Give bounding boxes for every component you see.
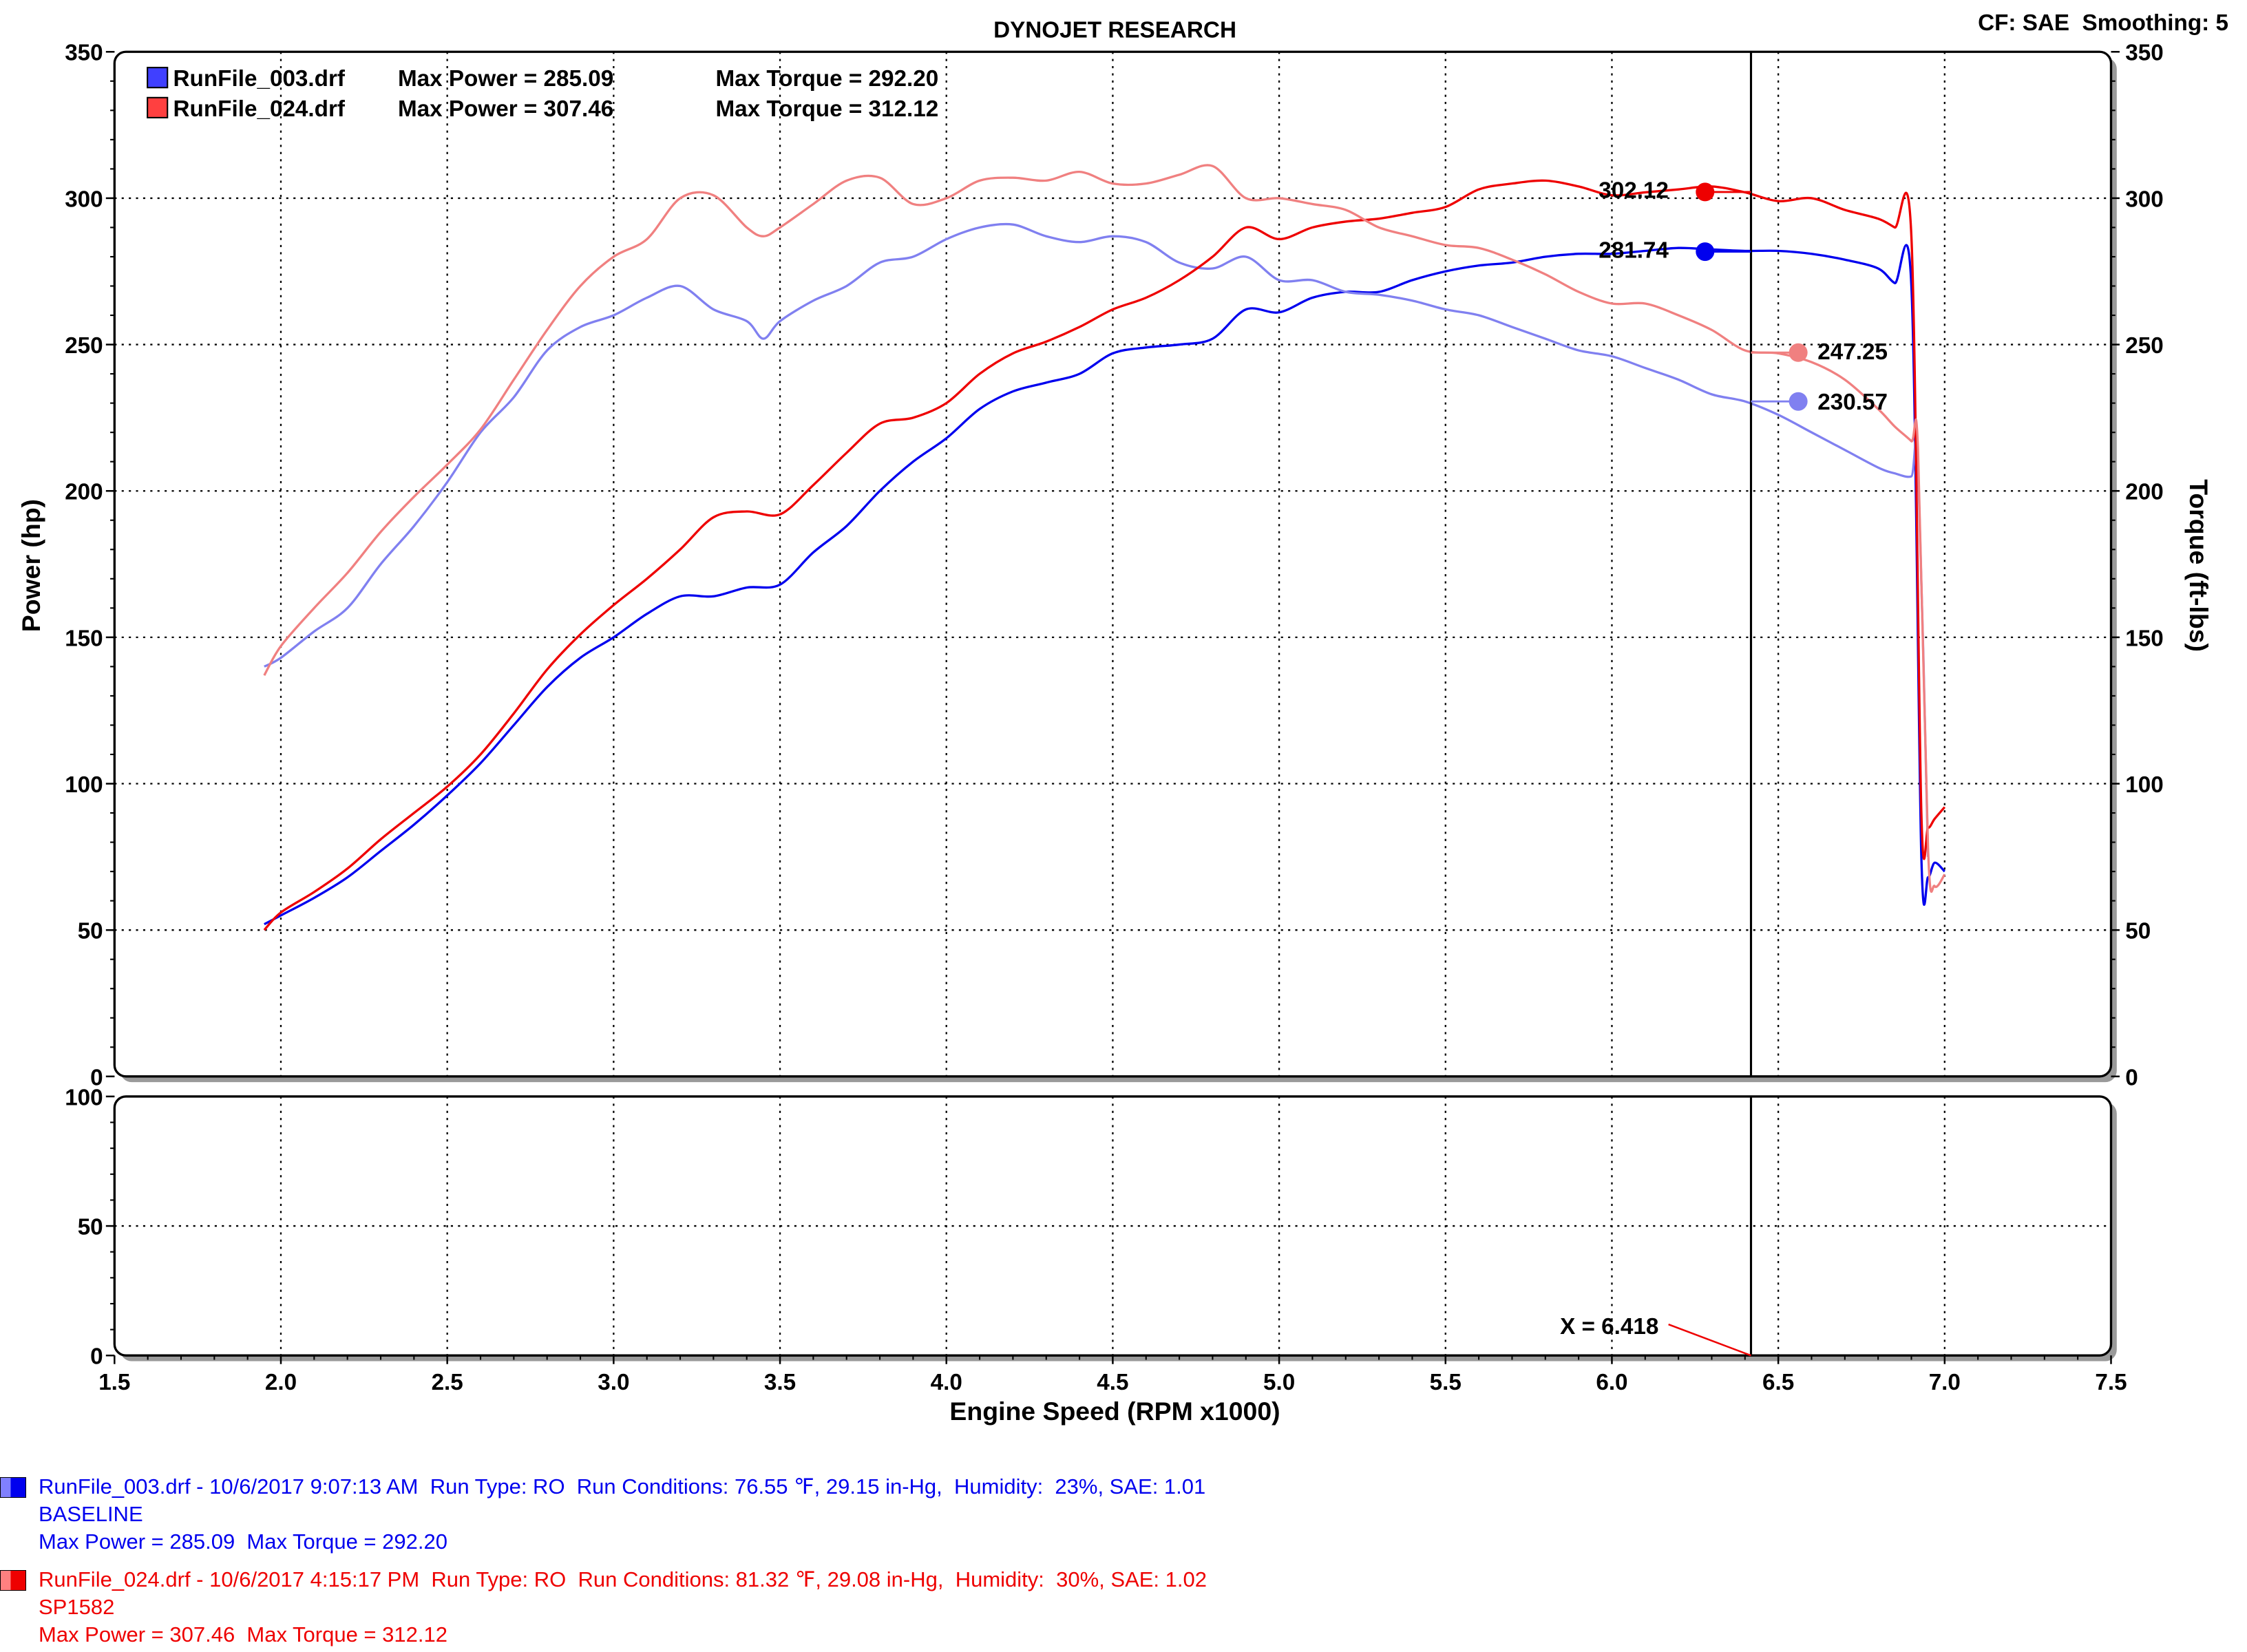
y-tick-label-right: 350 xyxy=(2125,41,2163,66)
x-tick-label: 5.5 xyxy=(1430,1370,1462,1395)
y-tick-label-right: 300 xyxy=(2125,187,2163,212)
y-tick-label-right: 200 xyxy=(2125,480,2163,505)
axes: 0 0 50 50 100 100 150 150 200 200 250 250 300 300 350 3… xyxy=(65,41,2164,1395)
y-tick-label-right: 0 xyxy=(2125,1065,2138,1090)
y-tick-label-left: 200 xyxy=(65,480,103,505)
series-run024-power xyxy=(263,179,1946,931)
y-tick-label-left: 100 xyxy=(65,772,103,798)
legend-maxtorque-run003: Max Torque = 292.20 xyxy=(715,66,938,92)
legend: RunFile_003.drf Max Power = 285.09 Max T… xyxy=(147,66,938,122)
y-tick-label-left: 300 xyxy=(65,187,103,212)
x-tick-label: 1.5 xyxy=(98,1370,130,1395)
legend-maxpower-run003: Max Power = 285.09 xyxy=(398,66,613,92)
x-tick-label: 3.0 xyxy=(598,1370,629,1395)
readout-run024-torque: 247.25 xyxy=(1817,339,1888,365)
sub-y-tick-label: 50 xyxy=(78,1215,103,1240)
y-tick-label-left: 250 xyxy=(65,333,103,359)
x-tick-label: 4.0 xyxy=(931,1370,962,1395)
series-run024-torque xyxy=(263,164,1946,893)
x-tick-label: 2.5 xyxy=(432,1370,463,1395)
readout-run003-torque: 230.57 xyxy=(1817,390,1888,415)
y-tick-label-left: 50 xyxy=(78,919,103,944)
overlay xyxy=(1668,52,1808,1357)
run-info-line3-run024: Max Power = 307.46 Max Torque = 312.12 xyxy=(39,1622,447,1646)
legend-file-run024: RunFile_024.drf xyxy=(173,96,346,122)
legend-maxtorque-run024: Max Torque = 312.12 xyxy=(715,96,938,122)
cursor-x-label: X = 6.418 xyxy=(1560,1314,1658,1339)
y-tick-label-right: 250 xyxy=(2125,333,2163,359)
readout-run003-power: 281.74 xyxy=(1599,238,1669,264)
legend-swatch-run024 xyxy=(147,96,169,118)
y-tick-label-right: 50 xyxy=(2125,919,2151,944)
y-tick-label-left: 150 xyxy=(65,626,103,651)
cursor-pointer-line xyxy=(1668,1323,1751,1357)
run-info-line1-run003: RunFile_003.drf - 10/6/2017 9:07:13 AM R… xyxy=(39,1474,1206,1499)
y-tick-label-right: 150 xyxy=(2125,626,2163,651)
chart-settings: CF: SAE Smoothing: 5 xyxy=(1978,10,2228,36)
x-tick-label: 7.0 xyxy=(1929,1370,1961,1395)
x-tick-label: 7.5 xyxy=(2095,1370,2127,1395)
marker-run024-power xyxy=(1696,182,1715,202)
main-plot-frame xyxy=(113,50,2113,1078)
readout-run024-power: 302.12 xyxy=(1599,178,1669,203)
series xyxy=(263,164,1946,931)
y-tick-label-left: 350 xyxy=(65,41,103,66)
series-run003-torque xyxy=(264,222,1930,857)
run-info-line2-run003: BASELINE xyxy=(39,1502,143,1526)
y-tick-label-right: 100 xyxy=(2125,772,2163,798)
x-tick-label: 6.0 xyxy=(1596,1370,1627,1395)
marker-run003-torque xyxy=(1789,392,1808,411)
grid xyxy=(114,52,2111,1356)
marker-run003-power xyxy=(1696,242,1715,262)
x-axis-title: Engine Speed (RPM x1000) xyxy=(949,1397,1280,1426)
marker-run024-torque xyxy=(1789,343,1808,362)
legend-file-run003: RunFile_003.drf xyxy=(173,66,346,92)
legend-maxpower-run024: Max Power = 307.46 xyxy=(398,96,613,122)
run-info-swatch-run024 xyxy=(0,1570,26,1591)
y-tick-label-left: 0 xyxy=(90,1065,103,1090)
x-tick-label: 2.0 xyxy=(265,1370,297,1395)
run-info-block-run003: RunFile_003.drf - 10/6/2017 9:07:13 AM R… xyxy=(0,1473,1205,1556)
x-tick-label: 5.0 xyxy=(1263,1370,1295,1395)
run-info-swatch-run003 xyxy=(0,1477,26,1498)
series-run003-power xyxy=(264,244,1946,926)
run-info-line3-run003: Max Power = 285.09 Max Torque = 292.20 xyxy=(39,1529,447,1554)
x-tick-label: 4.5 xyxy=(1097,1370,1128,1395)
x-tick-label: 6.5 xyxy=(1762,1370,1794,1395)
legend-swatch-run003 xyxy=(147,67,169,89)
y-axis-title-power: Power (hp) xyxy=(17,499,45,632)
x-tick-label: 3.5 xyxy=(764,1370,796,1395)
sub-y-tick-label: 0 xyxy=(90,1344,103,1370)
chart-title: DYNOJET RESEARCH xyxy=(993,17,1236,43)
run-info-block-run024: RunFile_024.drf - 10/6/2017 4:15:17 PM R… xyxy=(0,1566,1207,1649)
run-info-line1-run024: RunFile_024.drf - 10/6/2017 4:15:17 PM R… xyxy=(39,1567,1207,1591)
sub-y-tick-label: 100 xyxy=(65,1085,103,1110)
y-axis-title-torque: Torque (ft-lbs) xyxy=(2184,479,2213,652)
run-info-line2-run024: SP1582 xyxy=(39,1595,115,1619)
